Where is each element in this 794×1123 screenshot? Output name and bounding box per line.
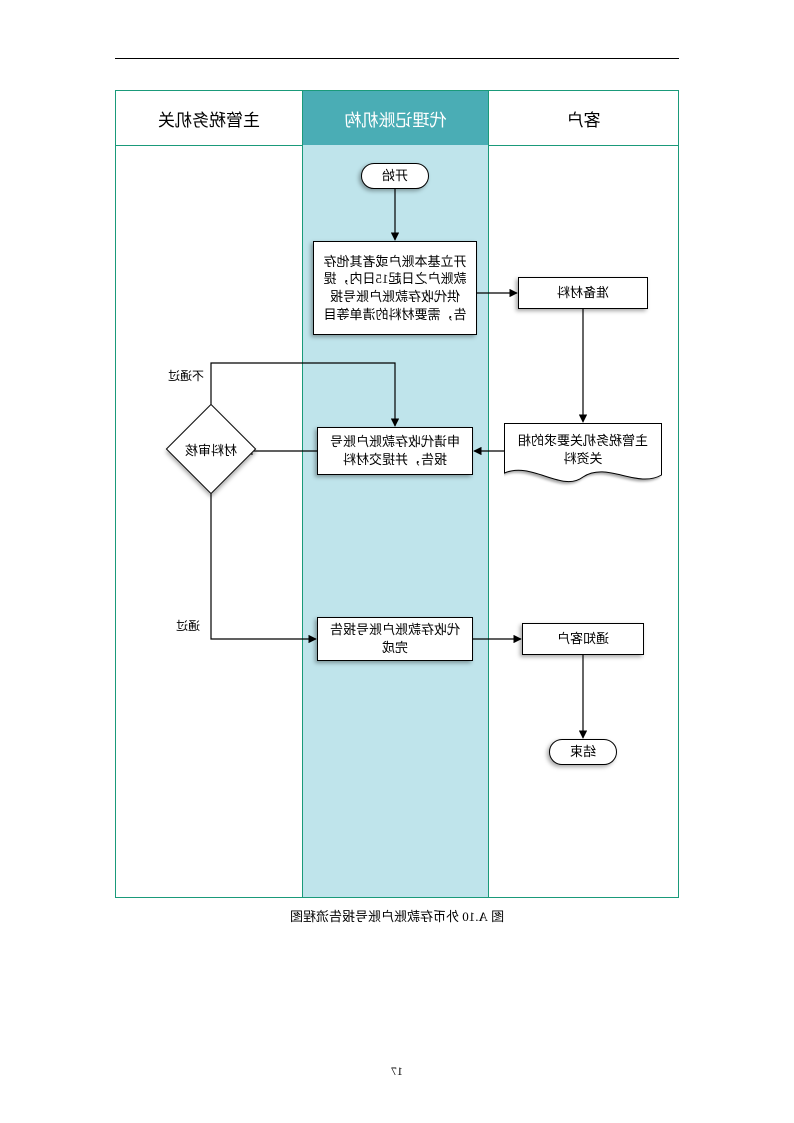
- lane-header-tax: 主管税务机关: [116, 91, 302, 145]
- node-notify-customer: 通知客户: [522, 623, 644, 655]
- swimlane-diagram: 客户 代理记账机构 主管税务机关: [115, 90, 679, 898]
- node-label: 结束: [556, 743, 610, 761]
- node-label: 主管税务机关要求的相关资料: [512, 429, 654, 471]
- nodes-layer: 开始 开立基本账户或者其他存款账户之日起15日内，提供代收存款账户账号报告，需要…: [116, 145, 678, 897]
- node-apply: 申请代收存款账户账号报告，并提交材料: [317, 427, 473, 475]
- node-label: 开立基本账户或者其他存款账户之日起15日内，提供代收存款账户账号报告，需要材料的…: [320, 253, 470, 323]
- node-review: 材料审核: [179, 417, 243, 481]
- node-end: 结束: [549, 739, 617, 765]
- node-label: 材料审核: [159, 417, 263, 481]
- node-start: 开始: [361, 163, 429, 189]
- top-rule: [115, 58, 679, 59]
- figure-caption: 图 A.10 外币存款账户账号报告流程图: [115, 906, 679, 925]
- node-report-done: 代收存款账户账号报告完成: [317, 617, 473, 661]
- page: 客户 代理记账机构 主管税务机关: [0, 0, 794, 1123]
- node-label: 准备材料: [525, 284, 641, 302]
- edge-label-reject: 不通过: [168, 367, 204, 384]
- edge-label-pass: 通过: [176, 617, 200, 634]
- lane-header-customer: 客户: [488, 91, 678, 145]
- page-number: 17: [0, 1064, 794, 1079]
- node-label: 通知客户: [529, 630, 637, 648]
- node-tax-document: 主管税务机关要求的相关资料: [504, 423, 662, 487]
- node-label: 申请代收存款账户账号报告，并提交材料: [324, 433, 466, 468]
- node-label: 代收存款账户账号报告完成: [324, 621, 466, 656]
- node-label: 开始: [368, 167, 422, 185]
- node-prepare-materials: 准备材料: [518, 277, 648, 309]
- node-notice: 开立基本账户或者其他存款账户之日起15日内，提供代收存款账户账号报告，需要材料的…: [313, 241, 477, 335]
- lane-headers: 客户 代理记账机构 主管税务机关: [116, 91, 678, 146]
- lane-header-agent: 代理记账机构: [302, 91, 488, 145]
